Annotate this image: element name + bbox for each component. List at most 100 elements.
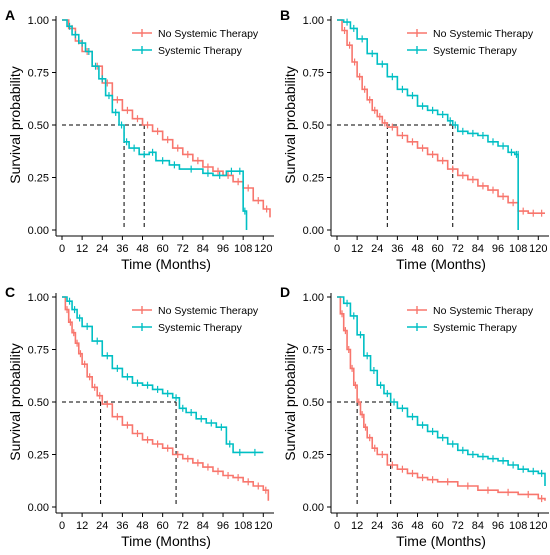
panel-label: A <box>5 7 15 23</box>
x-tick-label: 96 <box>492 243 504 255</box>
km-panel-a: A 0.00 0.25 0.50 0.75 1.00 0 12 24 36 48 60 72 84 96 10… <box>5 7 274 272</box>
x-tick-label: 12 <box>76 243 88 255</box>
y-tick-label: 0.25 <box>303 173 324 185</box>
y-tick-label: 0.50 <box>28 397 49 409</box>
x-tick-label: 12 <box>351 520 363 532</box>
y-tick-label: 0.25 <box>28 450 49 462</box>
y-tick-label: 0.50 <box>28 120 49 132</box>
x-tick-label: 96 <box>217 520 229 532</box>
x-tick-label: 0 <box>334 243 340 255</box>
x-axis-title: Time (Months) <box>396 256 486 272</box>
legend-label: No Systemic Therapy <box>433 305 534 317</box>
x-tick-label: 12 <box>76 520 88 532</box>
x-tick-label: 96 <box>217 243 229 255</box>
km-panel-d: D 0.00 0.25 0.50 0.75 1.00 0 12 24 36 48 60 72 84 96 10… <box>280 284 549 549</box>
y-tick-label: 0.25 <box>303 450 324 462</box>
x-tick-label: 108 <box>234 243 252 255</box>
x-axis-title: Time (Months) <box>121 533 211 549</box>
survival-curve-systemic <box>62 296 264 454</box>
legend-item: Systemic Therapy <box>132 322 243 334</box>
legend-item: No Systemic Therapy <box>407 28 534 40</box>
legend-label: No Systemic Therapy <box>158 305 259 317</box>
legend-item: No Systemic Therapy <box>407 305 534 317</box>
legend-label: No Systemic Therapy <box>433 28 534 40</box>
legend-item: Systemic Therapy <box>407 322 518 334</box>
y-tick-label: 1.00 <box>303 15 324 27</box>
x-tick-label: 48 <box>411 520 423 532</box>
legend-item: Systemic Therapy <box>407 45 518 57</box>
x-tick-label: 36 <box>391 243 403 255</box>
x-tick-label: 84 <box>472 520 484 532</box>
y-tick-label: 1.00 <box>303 292 324 304</box>
x-tick-label: 60 <box>432 243 444 255</box>
x-tick-label: 48 <box>136 520 148 532</box>
y-axis-title: Survival probability <box>282 66 298 184</box>
x-tick-label: 120 <box>529 243 547 255</box>
y-tick-label: 0.50 <box>303 397 324 409</box>
panel-label: B <box>280 7 290 23</box>
x-tick-label: 84 <box>197 243 209 255</box>
x-tick-label: 36 <box>116 243 128 255</box>
legend-label: No Systemic Therapy <box>158 28 259 40</box>
x-tick-label: 24 <box>371 243 383 255</box>
x-tick-label: 72 <box>177 243 189 255</box>
y-tick-label: 0.00 <box>28 225 49 237</box>
km-panel-b: B 0.00 0.25 0.50 0.75 1.00 0 12 24 36 48 60 72 84 96 10… <box>280 7 549 272</box>
x-tick-label: 0 <box>59 520 65 532</box>
y-tick-label: 0.50 <box>303 120 324 132</box>
y-tick-label: 0.75 <box>28 345 49 357</box>
x-tick-label: 24 <box>371 520 383 532</box>
x-tick-label: 72 <box>452 243 464 255</box>
x-tick-label: 108 <box>509 520 527 532</box>
x-tick-label: 84 <box>472 243 484 255</box>
legend-label: Systemic Therapy <box>158 322 243 334</box>
survival-curve-systemic <box>337 19 519 230</box>
survival-curve-no-systemic <box>62 296 270 501</box>
x-tick-label: 72 <box>177 520 189 532</box>
y-axis-title: Survival probability <box>7 343 23 461</box>
x-tick-label: 120 <box>529 520 547 532</box>
x-tick-label: 24 <box>96 520 108 532</box>
y-tick-label: 0.75 <box>303 68 324 80</box>
x-tick-label: 0 <box>59 243 65 255</box>
y-tick-label: 1.00 <box>28 292 49 304</box>
x-tick-label: 12 <box>351 243 363 255</box>
x-tick-label: 0 <box>334 520 340 532</box>
survival-curve-no-systemic <box>337 19 545 214</box>
x-tick-label: 108 <box>234 520 252 532</box>
x-tick-label: 48 <box>411 243 423 255</box>
x-tick-label: 108 <box>509 243 527 255</box>
x-tick-label: 60 <box>432 520 444 532</box>
x-axis-title: Time (Months) <box>121 256 211 272</box>
x-tick-label: 72 <box>452 520 464 532</box>
x-tick-label: 60 <box>157 243 169 255</box>
x-tick-label: 84 <box>197 520 209 532</box>
y-tick-label: 0.75 <box>28 68 49 80</box>
x-tick-label: 24 <box>96 243 108 255</box>
legend-item: No Systemic Therapy <box>132 305 259 317</box>
survival-curve-no-systemic <box>337 296 546 501</box>
x-axis-title: Time (Months) <box>396 533 486 549</box>
x-tick-label: 120 <box>254 520 272 532</box>
survival-curve-systemic <box>62 19 248 230</box>
x-tick-label: 48 <box>136 243 148 255</box>
y-axis-title: Survival probability <box>282 343 298 461</box>
y-tick-label: 0.00 <box>303 502 324 514</box>
panel-label: D <box>280 284 290 300</box>
y-tick-label: 0.25 <box>28 173 49 185</box>
x-tick-label: 60 <box>157 520 169 532</box>
x-tick-label: 120 <box>254 243 272 255</box>
y-tick-label: 0.00 <box>303 225 324 237</box>
y-tick-label: 0.00 <box>28 502 49 514</box>
legend-item: Systemic Therapy <box>132 45 243 57</box>
x-tick-label: 36 <box>391 520 403 532</box>
survival-curve-systemic <box>337 296 546 486</box>
legend-item: No Systemic Therapy <box>132 28 259 40</box>
x-tick-label: 36 <box>116 520 128 532</box>
panel-label: C <box>5 284 15 300</box>
legend-label: Systemic Therapy <box>433 45 518 57</box>
x-tick-label: 96 <box>492 520 504 532</box>
y-tick-label: 1.00 <box>28 15 49 27</box>
